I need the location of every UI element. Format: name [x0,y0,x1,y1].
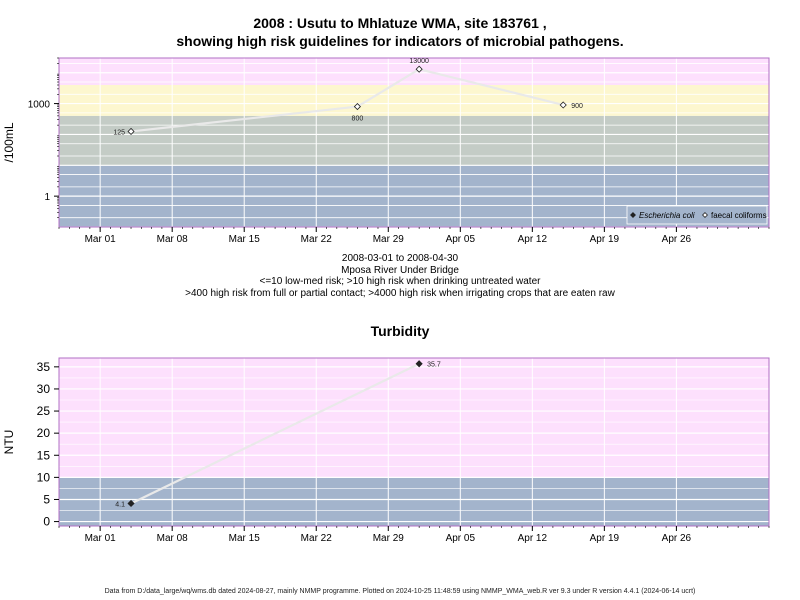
panel-1-x-tick-label-6: Apr 05 [446,234,476,245]
panel-2-x-tick-label-5: Mar 29 [373,533,405,544]
panel-1-plot-frame [58,57,770,228]
panel-1-data-label-1: 125 [113,129,125,136]
panel-2-y-tick-label-2: 5 [43,492,50,506]
panel-2-y-tick-label-7: 30 [37,382,51,396]
guideline-text-1: <=10 low-med risk; >10 high risk when dr… [259,276,541,287]
panel-2-y-axis-label: NTU [2,430,16,455]
panel-2-series-line-1 [130,362,420,505]
panel-2-x-tick-label-2: Mar 08 [157,533,189,544]
panel-2-x-tick-label-4: Mar 22 [301,533,333,544]
panel-1-x-tick-label-1: Mar 01 [85,234,117,245]
panel-1-x-tick-label-8: Apr 19 [590,234,620,245]
panel-1-y-axis-label: /100mL [2,122,16,162]
legend-entry-1: Escherichia coli [639,211,695,220]
legend-entry-2: faecal coliforms [711,211,767,220]
panel-2-x-tick-label-6: Apr 05 [446,533,476,544]
panel-2-y-tick-label-5: 20 [37,426,51,440]
panel-2-x-tick-label-3: Mar 15 [229,533,261,544]
panel-2-y-tick-label-6: 25 [37,404,51,418]
panel-2-y-tick-label-8: 35 [37,360,51,374]
panel-1-x-tick-label-5: Mar 29 [373,234,405,245]
panel-1-data-label-4: 900 [571,103,583,110]
legend-box [626,205,768,225]
panel-2-data-point-2 [415,360,423,368]
panel-1-series-line-1 [130,68,564,133]
panel-1-x-tick-label-9: Apr 26 [662,234,692,245]
panel-2-risk-band-1 [59,477,769,526]
turbidity-title: Turbidity [370,323,430,339]
panel-1-x-tick-label-7: Apr 12 [518,234,548,245]
chart-title-line-2: showing high risk guidelines for indicat… [176,33,624,49]
date-range: 2008-03-01 to 2008-04-30 [341,253,459,264]
footer-note: Data from D:/data_large/wq/wms.db dated … [104,588,696,595]
guideline-text-2: >400 high risk from full or partial cont… [185,287,615,299]
legend-marker-2 [702,212,708,218]
panel-2-x-tick-label-7: Apr 12 [518,533,548,544]
panel-1-x-tick-label-3: Mar 15 [229,234,261,245]
panel-1-y-tick-label-2: 1000 [28,100,51,111]
panel-2-y-tick-label-1: 0 [43,515,50,529]
panel-2-risk-band-2 [59,358,769,478]
panel-2-x-tick-label-8: Apr 19 [590,533,620,544]
panel-1-data-point-2 [353,103,361,111]
panel-1-y-tick-label-1: 1 [44,192,50,203]
panel-1-x-tick-label-2: Mar 08 [157,234,189,245]
panel-2-data-point-1 [127,499,135,508]
panel-1-data-label-2: 800 [352,116,364,123]
panel-2-data-label-2: 35.7 [427,362,441,369]
panel-2-data-label-1: 4.1 [115,501,125,508]
panel-2-y-tick-label-3: 10 [37,470,51,484]
panel-1-risk-band-3 [59,85,769,116]
panel-2-x-tick-label-9: Apr 26 [662,533,692,544]
panel-2-y-tick-label-4: 15 [37,448,51,462]
panel-1-data-point-3 [415,65,423,73]
panel-1-x-tick-label-4: Mar 22 [301,234,333,245]
panel-1-data-point-1 [127,127,135,136]
panel-2-x-tick-label-1: Mar 01 [85,533,117,544]
panel-2-plot-frame [58,357,770,527]
legend-marker-1 [630,212,636,218]
panel-1-risk-band-2 [59,115,769,166]
panel-1-data-point-4 [559,101,567,109]
site-name: Mposa River Under Bridge [341,264,459,276]
chart-title-line-1: 2008 : Usutu to Mhlatuze WMA, site 18376… [253,15,547,31]
panel-1-data-label-3: 13000 [409,58,429,65]
